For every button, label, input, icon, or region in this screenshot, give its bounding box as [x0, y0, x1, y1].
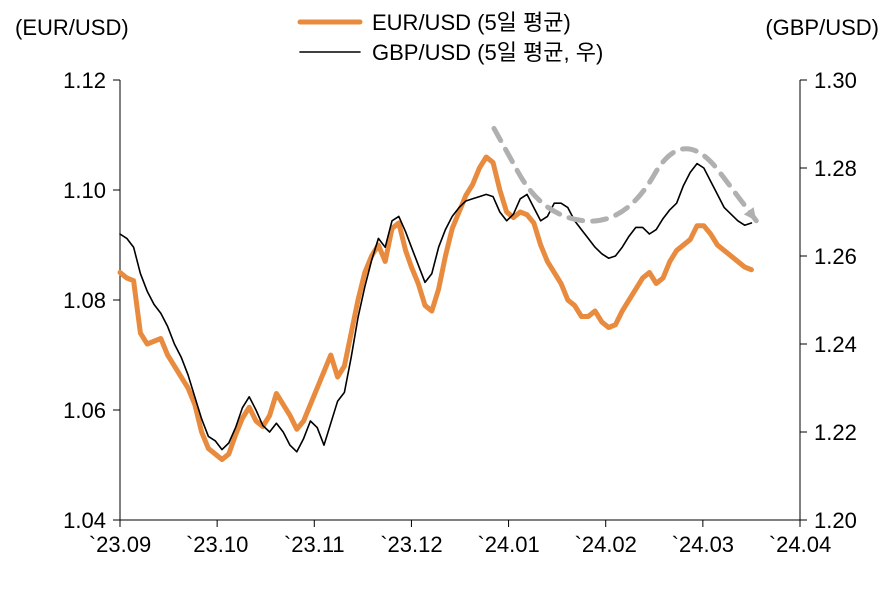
chart-svg: (EUR/USD) (GBP/USD) 1.04 1.06 1.08 1.10 1.12 1.…: [0, 0, 894, 595]
x-tick-label: `23.11: [284, 532, 345, 557]
y-right-tick-label: 1.30: [814, 68, 857, 93]
x-tick-label: `23.10: [186, 532, 248, 557]
x-tick-label: `24.04: [769, 532, 831, 557]
y-right-tick-label: 1.22: [814, 420, 857, 445]
legend-label: GBP/USD (5일 평균, 우): [372, 40, 603, 65]
y-left-tick-label: 1.12: [63, 68, 106, 93]
x-tick-label: `24.01: [477, 532, 539, 557]
x-tick-label: `23.12: [380, 532, 442, 557]
y-right-tick-label: 1.20: [814, 508, 857, 533]
legend-label: EUR/USD (5일 평균): [372, 10, 571, 35]
y-left-tick-label: 1.06: [63, 398, 106, 423]
y-right-tick-label: 1.28: [814, 156, 857, 181]
y-left-tick-label: 1.10: [63, 178, 106, 203]
y-left-tick-label: 1.08: [63, 288, 106, 313]
trend-arrow-head: [744, 207, 756, 221]
y-right-tick-label: 1.26: [814, 244, 857, 269]
x-tick-label: `24.02: [575, 532, 637, 557]
y-left-tick-label: 1.04: [63, 508, 106, 533]
x-tick-label: `23.09: [89, 532, 151, 557]
y-right-tick-label: 1.24: [814, 332, 857, 357]
fx-chart: (EUR/USD) (GBP/USD) 1.04 1.06 1.08 1.10 1.12 1.…: [0, 0, 894, 595]
series-GBP/USD: [120, 164, 751, 452]
series-EUR/USD: [120, 157, 751, 460]
y-left-title: (EUR/USD): [15, 15, 129, 40]
x-tick-label: `24.03: [672, 532, 734, 557]
y-right-title: (GBP/USD): [765, 15, 879, 40]
